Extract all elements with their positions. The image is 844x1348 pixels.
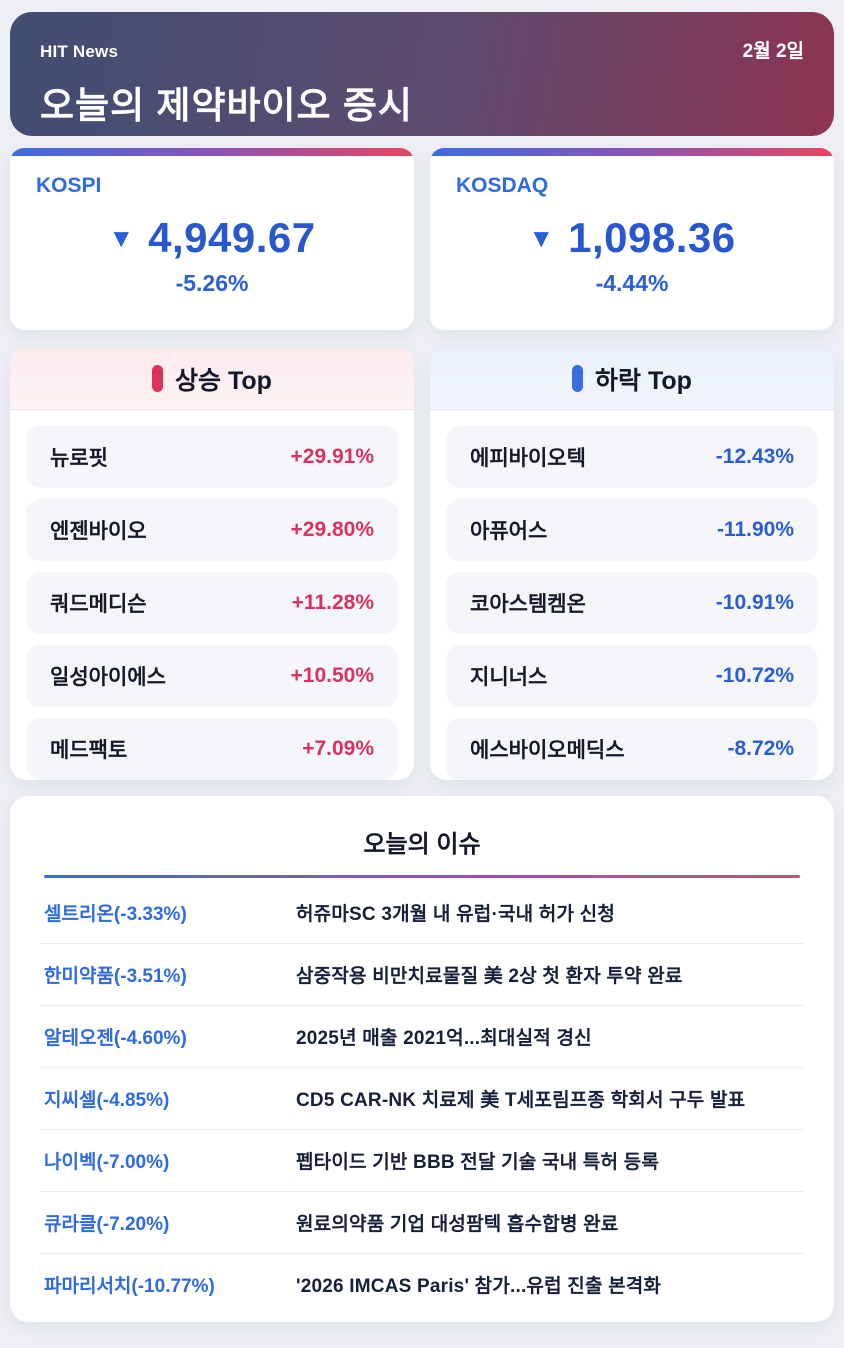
list-item: 일성아이에스 +10.50%: [26, 645, 398, 707]
blue-pill-icon: [572, 365, 584, 392]
issue-stock: 나이벡(-7.00%): [44, 1152, 170, 1173]
issue-row: 알테오젠(-4.60%) 2025년 매출 2021억...최대실적 경신: [40, 1006, 804, 1068]
issues-title: 오늘의 이슈: [363, 831, 481, 858]
issue-row: 셀트리온(-3.33%) 허쥬마SC 3개월 내 유럽·국내 허가 신청: [40, 882, 804, 944]
gradient-divider: [44, 875, 800, 878]
kospi-card: KOSPI ▼ 4,949.67 -5.26%: [10, 148, 414, 330]
stock-name: 엔젠바이오: [50, 520, 147, 543]
losers-header: 하락 Top: [430, 348, 834, 410]
stock-change: +7.09%: [302, 737, 374, 760]
issue-headline: 허쥬마SC 3개월 내 유럽·국내 허가 신청: [296, 904, 616, 925]
down-triangle-icon: ▼: [108, 223, 135, 253]
losers-title: 하락 Top: [595, 366, 692, 395]
list-item: 아퓨어스 -11.90%: [446, 499, 818, 561]
page-title: 오늘의 제약바이오 증시: [40, 85, 413, 126]
index-value: 4,949.67: [148, 214, 316, 261]
gradient-top-bar: [430, 148, 834, 156]
issue-headline: CD5 CAR-NK 치료제 美 T세포림프종 학회서 구두 발표: [296, 1090, 746, 1111]
brand-label: HIT News: [40, 42, 119, 61]
issue-stock: 파마리서치(-10.77%): [44, 1276, 215, 1297]
issue-headline: 펩타이드 기반 BBB 전달 기술 국내 특허 등록: [296, 1152, 659, 1173]
gainers-header: 상승 Top: [10, 348, 414, 410]
stock-change: +10.50%: [290, 664, 375, 687]
issue-row: 한미약품(-3.51%) 삼중작용 비만치료물질 美 2상 첫 환자 투약 완료: [40, 944, 804, 1006]
list-item: 에스바이오메딕스 -8.72%: [446, 718, 818, 780]
index-change: -5.26%: [175, 270, 249, 296]
gainers-list: 뉴로핏 +29.91% 엔젠바이오 +29.80% 쿼드메디슨 +11.28% …: [10, 410, 414, 780]
stock-name: 코아스템켐온: [470, 593, 586, 616]
stock-change: +29.91%: [290, 445, 375, 468]
index-value: 1,098.36: [568, 214, 736, 261]
issue-row: 지씨셀(-4.85%) CD5 CAR-NK 치료제 美 T세포림프종 학회서 …: [40, 1068, 804, 1130]
issue-row: 파마리서치(-10.77%) '2026 IMCAS Paris' 참가...유…: [40, 1254, 804, 1315]
losers-list: 에피바이오텍 -12.43% 아퓨어스 -11.90% 코아스템켐온 -10.9…: [430, 410, 834, 780]
index-name: KOSDAQ: [456, 174, 549, 197]
stock-change: -10.91%: [715, 591, 794, 614]
top-movers-row: 상승 Top 뉴로핏 +29.91% 엔젠바이오 +29.80% 쿼드메디슨 +…: [10, 348, 834, 780]
issues-card: 오늘의 이슈 셀트리온(-3.33%) 허쥬마SC 3개월 내 유럽·국내 허가…: [10, 796, 834, 1322]
stock-change: -11.90%: [716, 518, 794, 541]
date-label: 2월 2일: [742, 41, 804, 62]
issue-headline: 원료의약품 기업 대성팜텍 흡수합병 완료: [296, 1214, 619, 1235]
list-item: 메드팩토 +7.09%: [26, 718, 398, 780]
stock-change: -12.43%: [715, 445, 794, 468]
stock-name: 메드팩토: [50, 739, 128, 762]
issue-headline: 삼중작용 비만치료물질 美 2상 첫 환자 투약 완료: [296, 966, 683, 987]
gainers-card: 상승 Top 뉴로핏 +29.91% 엔젠바이오 +29.80% 쿼드메디슨 +…: [10, 348, 414, 780]
issue-headline: 2025년 매출 2021억...최대실적 경신: [296, 1028, 592, 1049]
issue-row: 큐라클(-7.20%) 원료의약품 기업 대성팜텍 흡수합병 완료: [40, 1192, 804, 1254]
list-item: 지니너스 -10.72%: [446, 645, 818, 707]
stock-name: 아퓨어스: [470, 520, 548, 543]
losers-card: 하락 Top 에피바이오텍 -12.43% 아퓨어스 -11.90% 코아스템켐…: [430, 348, 834, 780]
list-item: 뉴로핏 +29.91%: [26, 426, 398, 488]
index-name: KOSPI: [36, 174, 102, 197]
stock-change: +11.28%: [291, 591, 374, 614]
index-cards-row: KOSPI ▼ 4,949.67 -5.26% KOSDAQ ▼ 1,098.3…: [10, 148, 834, 330]
issue-row: 나이벡(-7.00%) 펩타이드 기반 BBB 전달 기술 국내 특허 등록: [40, 1130, 804, 1192]
header-banner: HIT News 2월 2일 오늘의 제약바이오 증시: [10, 12, 834, 136]
index-change: -4.44%: [595, 270, 669, 296]
issue-stock: 지씨셀(-4.85%): [44, 1090, 170, 1111]
issue-stock: 한미약품(-3.51%): [44, 966, 187, 987]
gainers-title: 상승 Top: [175, 366, 272, 395]
stock-name: 쿼드메디슨: [50, 593, 147, 616]
red-pill-icon: [152, 365, 164, 392]
stock-change: -8.72%: [727, 737, 794, 760]
down-triangle-icon: ▼: [528, 223, 555, 253]
issue-stock: 알테오젠(-4.60%): [44, 1028, 187, 1049]
issue-stock: 큐라클(-7.20%): [44, 1214, 170, 1235]
stock-name: 지니너스: [470, 666, 548, 689]
stock-change: -10.72%: [715, 664, 794, 687]
stock-change: +29.80%: [290, 518, 375, 541]
stock-name: 일성아이에스: [50, 666, 166, 689]
issue-stock: 셀트리온(-3.33%): [44, 904, 187, 925]
stock-name: 에스바이오메딕스: [470, 739, 625, 762]
gradient-top-bar: [10, 148, 414, 156]
list-item: 쿼드메디슨 +11.28%: [26, 572, 398, 634]
list-item: 엔젠바이오 +29.80%: [26, 499, 398, 561]
list-item: 에피바이오텍 -12.43%: [446, 426, 818, 488]
stock-name: 에피바이오텍: [470, 447, 586, 470]
issue-headline: '2026 IMCAS Paris' 참가...유럽 진출 본격화: [296, 1276, 662, 1297]
list-item: 코아스템켐온 -10.91%: [446, 572, 818, 634]
kosdaq-card: KOSDAQ ▼ 1,098.36 -4.44%: [430, 148, 834, 330]
stock-name: 뉴로핏: [50, 447, 108, 470]
